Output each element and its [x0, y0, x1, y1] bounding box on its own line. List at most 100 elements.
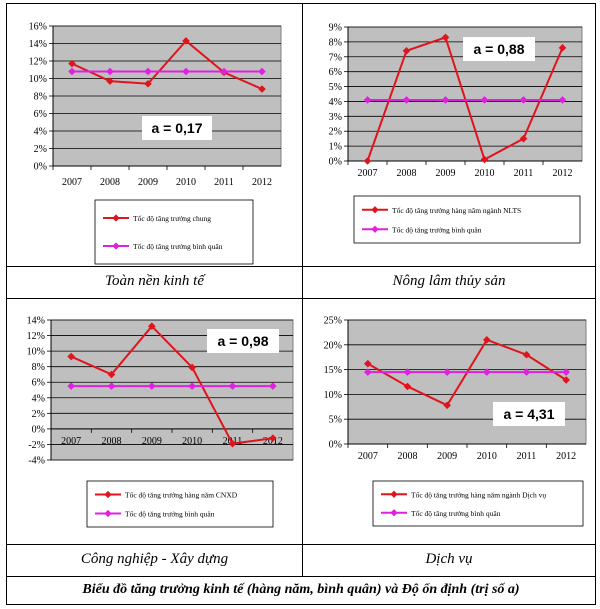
- data-point: [106, 77, 114, 85]
- legend-label: Tốc độ tăng trưởng hàng năm CNXD: [125, 491, 238, 500]
- x-tick-label: 2008: [102, 436, 122, 447]
- x-tick-label: 2010: [182, 436, 202, 447]
- stability-index-label: a = 4,31: [504, 406, 555, 422]
- data-point: [228, 439, 237, 448]
- legend-label: Tốc độ tăng trưởng bình quân: [411, 509, 501, 518]
- y-tick-label: 2%: [34, 144, 47, 155]
- x-tick-label: 2011: [214, 177, 234, 188]
- legend-label: Tốc độ tăng trưởng bình quân: [125, 510, 215, 519]
- annotation-box: [207, 329, 279, 353]
- y-tick-label: 2%: [32, 409, 45, 420]
- data-point: [402, 96, 411, 104]
- data-point: [182, 67, 190, 76]
- annotation-box: [142, 116, 212, 140]
- legend-marker: [104, 509, 112, 518]
- y-tick-label: 7%: [329, 52, 342, 63]
- y-tick-label: 0%: [329, 157, 342, 168]
- data-point: [107, 382, 116, 390]
- legend-marker: [112, 214, 120, 222]
- figure-table: 0% 2% 4% 6% 8% 10% 12% 14% 16% 2007 2008 2009 2010 20…: [6, 3, 596, 605]
- data-point: [106, 67, 114, 76]
- data-point: [269, 382, 277, 390]
- x-tick-label: 2012: [556, 451, 576, 462]
- y-tick-label: 16%: [29, 22, 47, 33]
- series-line: [70, 324, 273, 445]
- x-tick-label: 2007: [358, 451, 378, 462]
- series-line: [366, 36, 564, 162]
- legend-marker: [371, 206, 379, 214]
- legend-label: Tốc độ tăng trưởng bình quân: [133, 242, 223, 251]
- y-tick-label: 12%: [27, 331, 45, 342]
- y-tick-label: 9%: [329, 23, 342, 34]
- data-point: [269, 434, 277, 443]
- data-point: [67, 382, 75, 390]
- y-tick-label: 3%: [329, 112, 342, 123]
- x-tick-label: 2012: [553, 168, 573, 179]
- x-tick-label: 2009: [142, 436, 162, 447]
- stability-index-label: a = 0,98: [218, 333, 269, 349]
- legend-label: Tốc độ tăng trưởng chung: [133, 214, 211, 223]
- x-tick-label: 2009: [436, 168, 456, 179]
- data-point: [480, 155, 489, 164]
- data-point: [441, 33, 450, 42]
- caption-nong-lam-thuy-san: Nông lâm thủy sản: [392, 273, 506, 289]
- legend-box: [86, 480, 274, 528]
- x-tick-label: 2010: [477, 451, 497, 462]
- y-tick-label: 2%: [329, 127, 342, 138]
- stability-index-label: a = 0,17: [152, 120, 203, 136]
- caption-toan-nen-kinh-te: Toàn nền kinh tế: [104, 273, 205, 289]
- data-point: [144, 79, 152, 88]
- chart-dich-vu: 0% 5% 10% 15% 20% 25% 2007 2008 2009 2010 2011 2012…: [324, 316, 587, 527]
- y-tick-label: -2%: [28, 440, 45, 451]
- legend-box: [372, 480, 584, 527]
- data-point: [68, 59, 76, 68]
- data-point: [443, 401, 451, 410]
- legend-marker: [104, 490, 112, 499]
- y-tick-label: 1%: [329, 142, 342, 153]
- x-tick-label: 2009: [138, 177, 158, 188]
- legend-marker: [390, 490, 398, 498]
- data-point: [182, 37, 190, 45]
- legend-box: [94, 199, 254, 265]
- y-tick-label: 14%: [27, 316, 45, 327]
- legend-marker: [371, 225, 379, 233]
- annotation-box: [463, 37, 535, 61]
- y-tick-label: 25%: [324, 316, 342, 327]
- legend-box: [353, 195, 581, 244]
- annotation-box: [493, 402, 565, 426]
- y-tick-label: 14%: [29, 39, 47, 50]
- x-tick-label: 2007: [358, 168, 378, 179]
- x-tick-label: 2011: [514, 168, 534, 179]
- y-tick-label: 4%: [34, 127, 47, 138]
- caption-dich-vu: Dịch vụ: [425, 551, 473, 567]
- data-point: [402, 47, 411, 55]
- y-tick-label: 6%: [34, 109, 47, 120]
- x-tick-label: 2008: [398, 451, 418, 462]
- data-point: [562, 368, 570, 376]
- data-point: [258, 67, 266, 76]
- data-point: [68, 67, 76, 76]
- data-point: [144, 67, 152, 76]
- data-point: [443, 368, 451, 376]
- data-point: [258, 85, 266, 93]
- data-point: [483, 368, 491, 376]
- x-tick-label: 2011: [517, 451, 537, 462]
- data-point: [363, 96, 372, 104]
- data-point: [480, 96, 489, 104]
- data-point: [228, 382, 237, 390]
- chart-toan-nen-kinh-te: 0% 2% 4% 6% 8% 10% 12% 14% 16% 2007 2008 2009 2010 20…: [29, 22, 282, 265]
- y-tick-label: 6%: [329, 67, 342, 78]
- y-tick-label: 10%: [27, 347, 45, 358]
- y-tick-label: 8%: [34, 92, 47, 103]
- y-tick-label: 10%: [324, 390, 342, 401]
- y-tick-label: 20%: [324, 340, 342, 351]
- legend-label: Tốc độ tăng trưởng hàng năm ngành Dịch v…: [411, 490, 546, 499]
- y-tick-label: 0%: [329, 440, 342, 451]
- data-point: [220, 67, 228, 76]
- y-tick-label: 0%: [32, 424, 45, 435]
- y-tick-label: -4%: [28, 456, 45, 467]
- x-tick-label: 2007: [61, 436, 81, 447]
- legend-label: Tốc độ tăng trưởng hàng năm ngành NLTS: [392, 206, 521, 215]
- x-tick-label: 2010: [475, 168, 495, 179]
- legend-marker: [112, 242, 120, 250]
